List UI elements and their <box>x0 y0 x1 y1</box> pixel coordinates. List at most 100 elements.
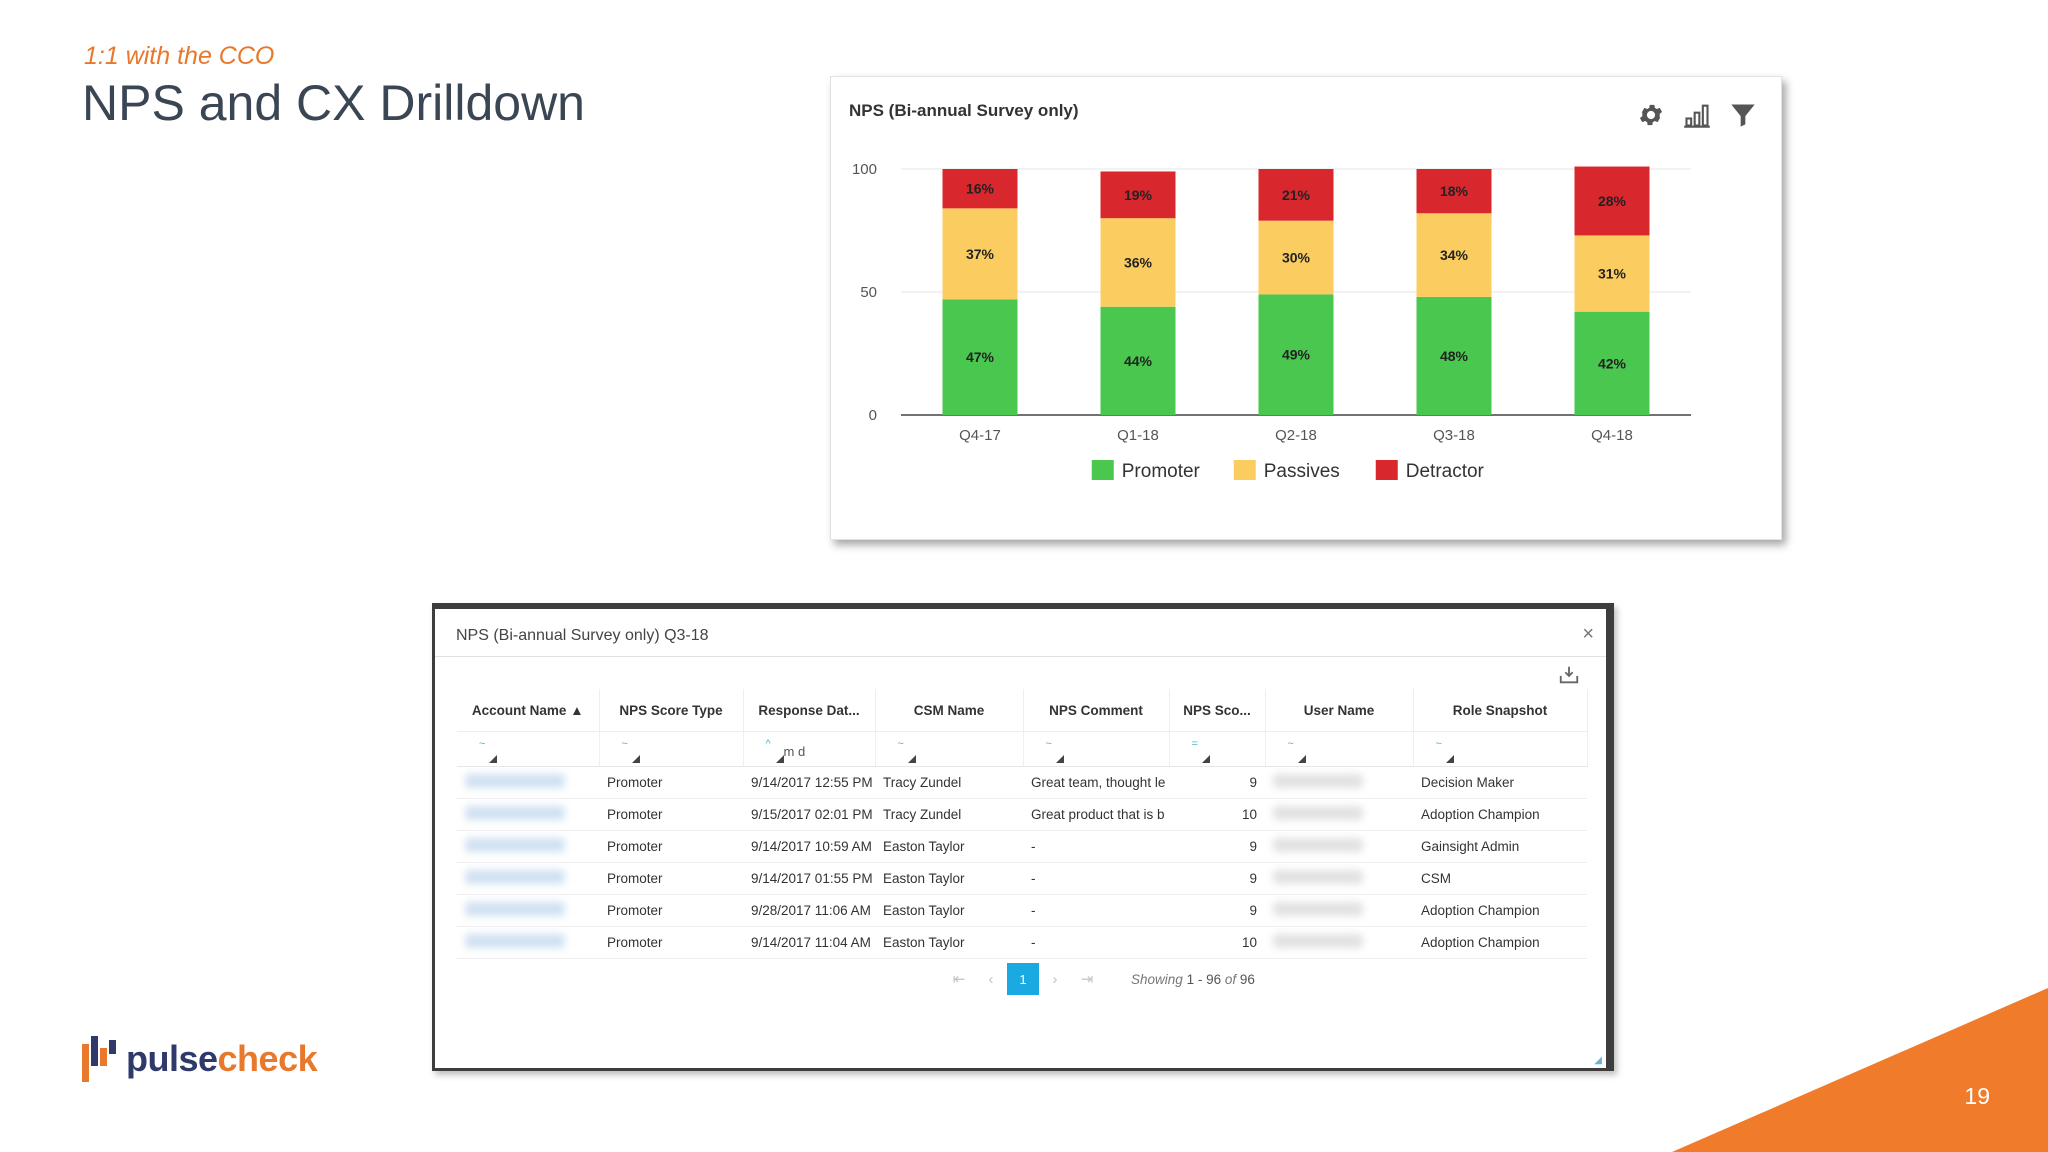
bar-segment <box>1100 218 1176 307</box>
page-button-current[interactable]: 1 <box>1007 963 1039 995</box>
col-nps-comment[interactable]: NPS Comment <box>1023 689 1170 732</box>
legend-label: Detractor <box>1406 461 1485 482</box>
data-label: 36% <box>1124 254 1153 270</box>
y-tick-label: 100 <box>852 161 877 178</box>
data-label: 37% <box>966 246 995 262</box>
chart-toolbar <box>1637 101 1757 129</box>
table-row[interactable]: Promoter 9/28/2017 11:06 AM Easton Taylo… <box>457 894 1587 927</box>
filter-user-name[interactable]: ~ <box>1265 731 1414 767</box>
col-csm-name[interactable]: CSM Name <box>875 689 1024 732</box>
filter-dropdown-icon[interactable] <box>1055 755 1064 763</box>
filter-dropdown-icon[interactable] <box>775 755 784 763</box>
cell-nps-comment: - <box>1023 926 1169 959</box>
data-label: 34% <box>1440 247 1469 263</box>
cell-nps-score: 9 <box>1169 894 1265 927</box>
page-number: 19 <box>1964 1083 1990 1109</box>
filter-icon: ~ <box>1287 738 1294 750</box>
data-label: 28% <box>1598 193 1627 209</box>
filter-score-type[interactable]: ~ <box>599 731 744 767</box>
filter-dropdown-icon[interactable] <box>489 755 497 763</box>
x-tick-label: Q2-18 <box>1275 427 1317 444</box>
gear-icon[interactable] <box>1637 101 1665 129</box>
data-label: 21% <box>1282 187 1311 203</box>
user-name-redacted <box>1265 862 1413 895</box>
data-label: 18% <box>1440 183 1469 199</box>
data-label: 30% <box>1282 250 1311 266</box>
table-row[interactable]: Promoter 9/15/2017 02:01 PM Tracy Zundel… <box>457 798 1587 831</box>
cell-response-date: 9/15/2017 02:01 PM <box>743 798 875 831</box>
account-name-redacted <box>457 830 599 863</box>
table-row[interactable]: Promoter 9/14/2017 01:55 PM Easton Taylo… <box>457 862 1587 895</box>
filter-role-snapshot[interactable]: ~ <box>1413 731 1588 767</box>
cell-csm-name: Easton Taylor <box>875 894 1023 927</box>
cell-response-date: 9/14/2017 01:55 PM <box>743 862 875 895</box>
filter-icon: ~ <box>897 738 904 750</box>
nps-stacked-bar-chart: 0 50 100 47% 37% 16% Q4-17 44% 36% 19% Q1-18 49% 30%… <box>852 161 1691 482</box>
modal-header: NPS (Bi-annual Survey only) Q3-18 × <box>435 609 1606 657</box>
filter-dropdown-icon[interactable] <box>1445 755 1454 763</box>
pagination-summary: Showing 1 - 96 of 96 <box>1131 971 1255 987</box>
pagination: ⇤ ‹ 1 › ⇥ Showing 1 - 96 of 96 <box>943 963 1255 995</box>
next-page-icon[interactable]: › <box>1052 970 1058 988</box>
cell-nps-comment: - <box>1023 862 1169 895</box>
bar-segment <box>1100 171 1176 219</box>
x-tick-label: Q4-18 <box>1591 427 1633 444</box>
data-label: 16% <box>966 181 995 197</box>
download-icon[interactable] <box>1558 664 1580 686</box>
cell-csm-name: Tracy Zundel <box>875 766 1023 799</box>
bar-segment <box>1574 235 1650 312</box>
pulsecheck-logo: pulsecheck <box>82 1036 318 1082</box>
nps-chart-card: 0 50 100 47% 37% 16% Q4-17 44% 36% 19% Q1-18 49% 30%… <box>830 76 1782 540</box>
filter-nps-comment[interactable]: ~ <box>1023 731 1170 767</box>
col-nps-score[interactable]: NPS Sco... <box>1169 689 1266 732</box>
corner-decoration <box>1672 988 2048 1152</box>
table-row[interactable]: Promoter 9/14/2017 10:59 AM Easton Taylo… <box>457 830 1587 863</box>
cell-nps-comment: - <box>1023 894 1169 927</box>
cell-nps-comment: Great team, thought le <box>1023 766 1169 799</box>
prev-page-icon[interactable]: ‹ <box>988 970 994 988</box>
col-nps-score-type[interactable]: NPS Score Type <box>599 689 744 732</box>
cell-nps-score: 10 <box>1169 798 1265 831</box>
legend-swatch <box>1233 460 1256 480</box>
table-row[interactable]: Promoter 9/14/2017 12:55 PM Tracy Zundel… <box>457 766 1587 799</box>
close-icon[interactable]: × <box>1582 623 1594 645</box>
legend-swatch <box>1375 460 1398 480</box>
cell-csm-name: Easton Taylor <box>875 926 1023 959</box>
filter-nps-score[interactable]: = <box>1169 731 1266 767</box>
data-label: 19% <box>1124 187 1153 203</box>
first-page-icon[interactable]: ⇤ <box>952 971 966 988</box>
col-account-name[interactable]: Account Name ▲ <box>457 689 600 732</box>
cell-nps-score: 9 <box>1169 766 1265 799</box>
filter-account-name[interactable]: ~ <box>457 731 600 767</box>
slide-subtitle: 1:1 with the CCO <box>84 42 275 70</box>
account-name-redacted <box>457 798 599 831</box>
bar-segment <box>942 208 1018 300</box>
last-page-icon[interactable]: ⇥ <box>1080 971 1094 988</box>
date-filter-input[interactable]: m d <box>783 744 806 759</box>
filter-dropdown-icon[interactable] <box>631 755 640 763</box>
filter-icon[interactable] <box>1729 101 1757 129</box>
cell-csm-name: Tracy Zundel <box>875 798 1023 831</box>
filter-dropdown-icon[interactable] <box>1297 755 1306 763</box>
bar-segment <box>1574 311 1650 415</box>
account-name-redacted <box>457 894 599 927</box>
chart-type-icon[interactable] <box>1683 101 1711 129</box>
col-response-date[interactable]: Response Dat... <box>743 689 876 732</box>
filter-icon: ^ <box>765 738 771 750</box>
filter-response-date[interactable]: ^ m d <box>743 731 876 767</box>
table-header-row: Account Name ▲ NPS Score Type Response D… <box>457 689 1588 732</box>
user-name-redacted <box>1265 830 1413 863</box>
bar-segment <box>1258 220 1334 295</box>
filter-dropdown-icon[interactable] <box>907 755 916 763</box>
filter-csm-name[interactable]: ~ <box>875 731 1024 767</box>
col-role-snapshot[interactable]: Role Snapshot <box>1413 689 1588 732</box>
col-user-name[interactable]: User Name <box>1265 689 1414 732</box>
table-row[interactable]: Promoter 9/14/2017 11:04 AM Easton Taylo… <box>457 926 1587 959</box>
legend-swatch <box>1091 460 1114 480</box>
filter-icon: ~ <box>479 738 486 750</box>
cell-score-type: Promoter <box>599 766 743 799</box>
resize-handle-icon[interactable]: ◢ <box>1594 1055 1602 1066</box>
x-tick-label: Q1-18 <box>1117 427 1159 444</box>
bar-segment <box>1574 166 1650 236</box>
filter-dropdown-icon[interactable] <box>1201 755 1210 763</box>
